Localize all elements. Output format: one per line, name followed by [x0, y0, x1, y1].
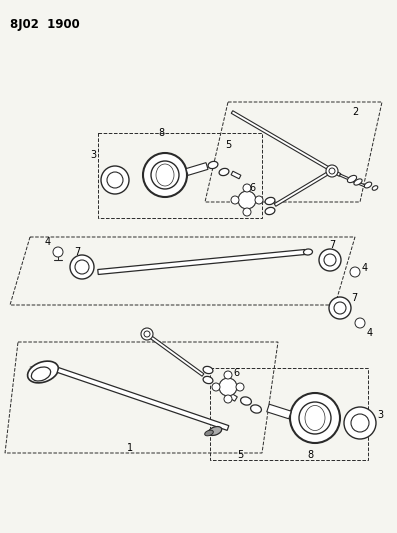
Circle shape	[70, 255, 94, 279]
Ellipse shape	[208, 426, 222, 435]
Ellipse shape	[251, 405, 261, 413]
Text: 8: 8	[307, 450, 313, 460]
Circle shape	[231, 196, 239, 204]
Polygon shape	[231, 111, 341, 176]
Polygon shape	[339, 174, 365, 187]
Ellipse shape	[219, 168, 229, 175]
Polygon shape	[267, 404, 291, 419]
Circle shape	[319, 249, 341, 271]
Circle shape	[143, 153, 187, 197]
Ellipse shape	[265, 207, 275, 215]
Circle shape	[236, 383, 244, 391]
Text: 7: 7	[329, 240, 335, 250]
Circle shape	[350, 267, 360, 277]
Text: 4: 4	[45, 237, 51, 247]
Text: 4: 4	[362, 263, 368, 273]
Circle shape	[219, 378, 237, 396]
Polygon shape	[231, 171, 241, 179]
Ellipse shape	[354, 179, 362, 185]
Circle shape	[290, 393, 340, 443]
Ellipse shape	[31, 367, 51, 381]
Polygon shape	[186, 163, 208, 175]
Ellipse shape	[372, 185, 378, 190]
Circle shape	[243, 208, 251, 216]
Polygon shape	[225, 391, 237, 401]
Circle shape	[329, 297, 351, 319]
Text: 3: 3	[90, 150, 96, 160]
Circle shape	[53, 247, 63, 257]
Ellipse shape	[347, 175, 357, 183]
Circle shape	[299, 402, 331, 434]
Text: 7: 7	[74, 247, 80, 257]
Ellipse shape	[305, 406, 325, 431]
Ellipse shape	[205, 430, 213, 436]
Ellipse shape	[364, 182, 372, 188]
Ellipse shape	[208, 161, 218, 168]
Circle shape	[107, 172, 123, 188]
Circle shape	[344, 407, 376, 439]
Circle shape	[329, 168, 335, 174]
Text: 6: 6	[233, 368, 239, 378]
Ellipse shape	[304, 249, 312, 255]
Text: 8J02  1900: 8J02 1900	[10, 18, 80, 31]
Ellipse shape	[241, 397, 251, 405]
Polygon shape	[147, 334, 204, 376]
Polygon shape	[274, 171, 331, 206]
Ellipse shape	[203, 376, 213, 384]
Circle shape	[255, 196, 263, 204]
Circle shape	[144, 331, 150, 337]
Ellipse shape	[156, 164, 174, 186]
Ellipse shape	[203, 366, 213, 374]
Circle shape	[355, 318, 365, 328]
Text: 3: 3	[377, 410, 383, 420]
Text: 1: 1	[127, 443, 133, 453]
Circle shape	[243, 184, 251, 192]
Circle shape	[101, 166, 129, 194]
Circle shape	[224, 371, 232, 379]
Text: 5: 5	[225, 140, 231, 150]
Text: 6: 6	[249, 183, 255, 193]
Text: 8: 8	[158, 128, 164, 138]
Circle shape	[212, 383, 220, 391]
Text: 4: 4	[367, 328, 373, 338]
Ellipse shape	[27, 361, 58, 383]
Polygon shape	[57, 368, 229, 430]
Circle shape	[238, 191, 256, 209]
Circle shape	[334, 302, 346, 314]
Text: 2: 2	[352, 107, 358, 117]
Text: 7: 7	[351, 293, 357, 303]
Circle shape	[141, 328, 153, 340]
Circle shape	[224, 395, 232, 403]
Circle shape	[351, 414, 369, 432]
Circle shape	[151, 161, 179, 189]
Circle shape	[324, 254, 336, 266]
Circle shape	[326, 165, 338, 177]
Text: 5: 5	[237, 450, 243, 460]
Ellipse shape	[265, 197, 275, 205]
Polygon shape	[98, 249, 305, 274]
Circle shape	[75, 260, 89, 274]
